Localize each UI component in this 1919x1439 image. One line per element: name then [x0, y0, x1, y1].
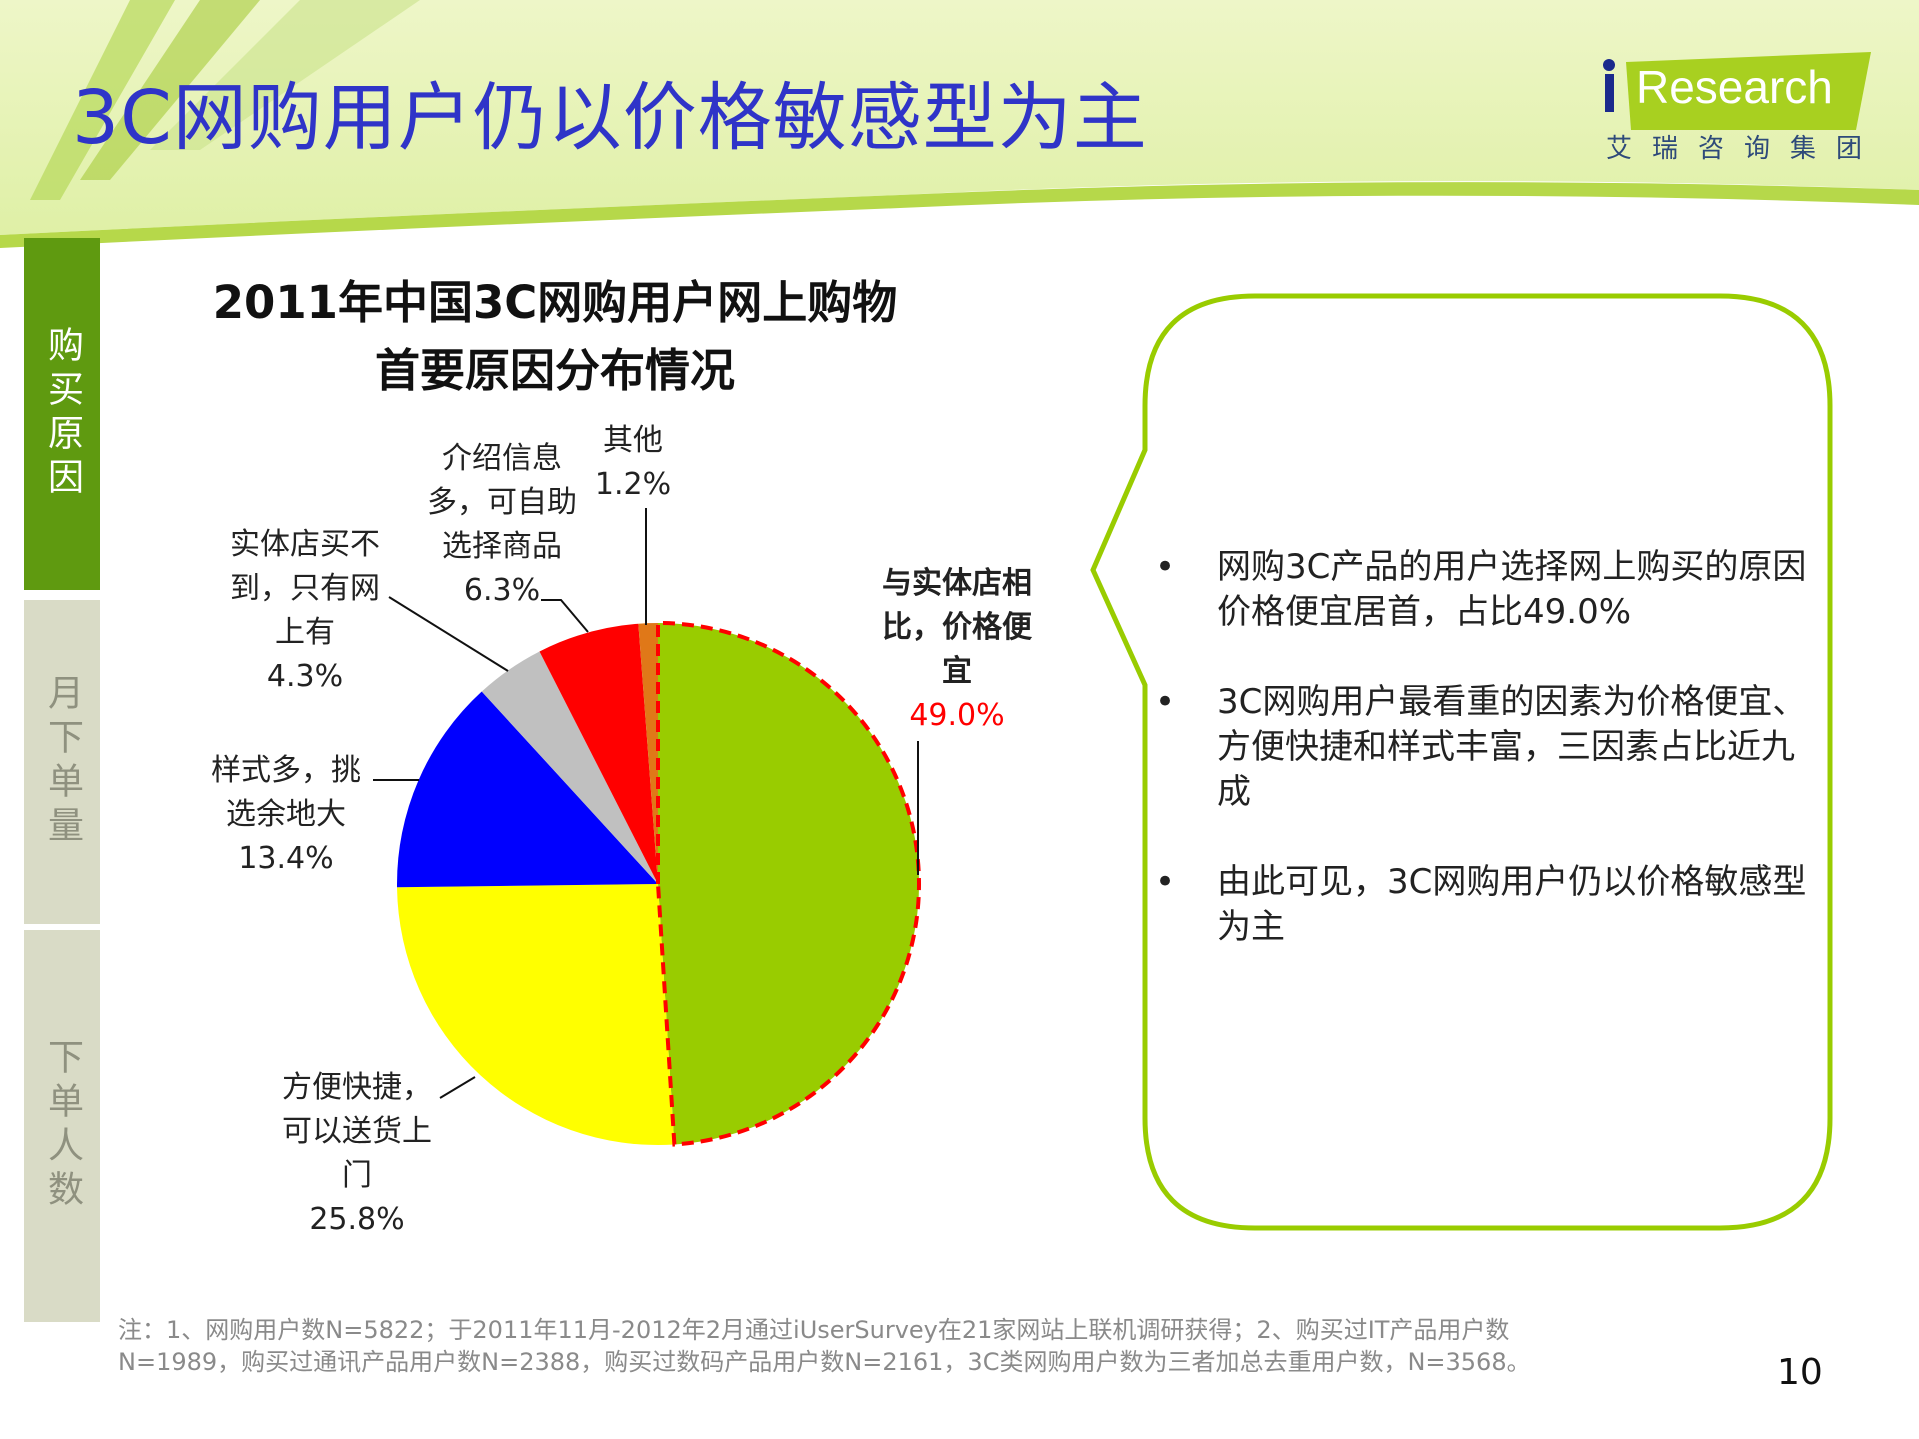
pie-slice-0	[658, 623, 919, 1145]
pie-slice-3	[481, 651, 658, 884]
leader-line	[541, 599, 589, 633]
footnote-line: 注：1、网购用户数N=5822；于2011年11月-2012年2月通过iUser…	[118, 1316, 1510, 1344]
slice-label-text: 与实体店相	[882, 566, 1032, 601]
page-title: 3C网购用户仍以价格敏感型为主	[72, 75, 1148, 161]
slice-label-text: 可以送货上	[282, 1114, 432, 1149]
bullet-text: 由此可见，3C网购用户仍以价格敏感型为主	[1217, 862, 1807, 947]
slice-label: 样式多，挑选余地大 13.4%	[211, 749, 361, 881]
slice-label: 介绍信息多，可自助选择商品 6.3%	[427, 437, 577, 613]
slice-label-text: 介绍信息	[442, 441, 562, 476]
leader-line	[439, 1076, 476, 1099]
slice-label-text: 上有	[275, 615, 335, 650]
bullet-text: 3C网购用户最看重的因素为价格便宜、方便快捷和样式丰富，三因素占比近九成	[1217, 682, 1807, 812]
slice-label-text: 选择商品	[442, 529, 562, 564]
slice-value-label: 1.2%	[594, 467, 672, 502]
slice-value-label: 49.0%	[909, 698, 1005, 733]
slice-value-label: 25.8%	[309, 1202, 405, 1237]
slice-value-label: 6.3%	[463, 573, 541, 608]
slice-label: 与实体店相比，价格便宜 49.0%	[882, 562, 1032, 738]
bullet-icon: •	[1155, 547, 1176, 587]
sidebar-item-monthly-orders[interactable]: 月下单量	[24, 600, 100, 924]
slice-label-text: 门	[342, 1158, 372, 1193]
pie-slice-4	[539, 623, 658, 884]
slice-label: 其他 1.2%	[595, 419, 671, 507]
slice-label-text: 到，只有网	[230, 571, 380, 606]
footnote-line: N=1989，购买过通讯产品用户数N=2388，购买过数码产品用户数N=2161…	[118, 1348, 1531, 1376]
slice-value-label: 4.3%	[266, 659, 344, 694]
sidebar-item-label: 购买原因	[42, 326, 83, 502]
slice-value-label: 13.4%	[238, 841, 334, 876]
slice-label-text: 比，价格便	[882, 610, 1032, 645]
slice-label-text: 选余地大	[226, 797, 346, 832]
page-number: 10	[1777, 1352, 1823, 1393]
slice-label: 实体店买不到，只有网上有 4.3%	[230, 523, 380, 699]
irsearch-logo: Research 艾瑞咨询集团	[1596, 52, 1896, 172]
slice-label: 方便快捷， 可以送货上门 25.8%	[282, 1066, 432, 1242]
sidebar-item-order-users[interactable]: 下单人数	[24, 930, 100, 1322]
slice-label-text: 其他	[603, 423, 663, 458]
sidebar-item-label: 月下单量	[42, 674, 83, 850]
bullet-icon: •	[1155, 682, 1176, 722]
leader-line	[388, 596, 509, 672]
sidebar-item-label: 下单人数	[42, 1038, 83, 1214]
chart-title-line-2: 首要原因分布情况	[374, 344, 735, 397]
pie-slice-2	[396, 691, 658, 888]
header-background	[0, 0, 1919, 248]
footnote: 注：1、网购用户数N=5822；于2011年11月-2012年2月通过iUser…	[118, 1314, 1531, 1378]
bullet-text: 网购3C产品的用户选择网上购买的原因价格便宜居首，占比49.0%	[1217, 547, 1807, 632]
logo-word: Research	[1636, 61, 1833, 113]
bullet-icon: •	[1155, 862, 1176, 902]
slice-label-text: 样式多，挑	[211, 753, 361, 788]
chart-title-line-1: 2011年中国3C网购用户网上购物	[212, 276, 898, 329]
pie-slice-1	[397, 884, 675, 1145]
slice-label-text: 多，可自助	[427, 485, 577, 520]
slice-label-text: 宜	[942, 654, 972, 689]
slice-label-text: 实体店买不	[230, 527, 380, 562]
pie-slice-5	[638, 623, 658, 884]
logo-shape	[1603, 52, 1871, 130]
logo-chinese: 艾瑞咨询集团	[1606, 134, 1883, 164]
slice-label-text: 方便快捷，	[282, 1070, 432, 1105]
sidebar-item-purchase-reason[interactable]: 购买原因	[24, 238, 100, 590]
